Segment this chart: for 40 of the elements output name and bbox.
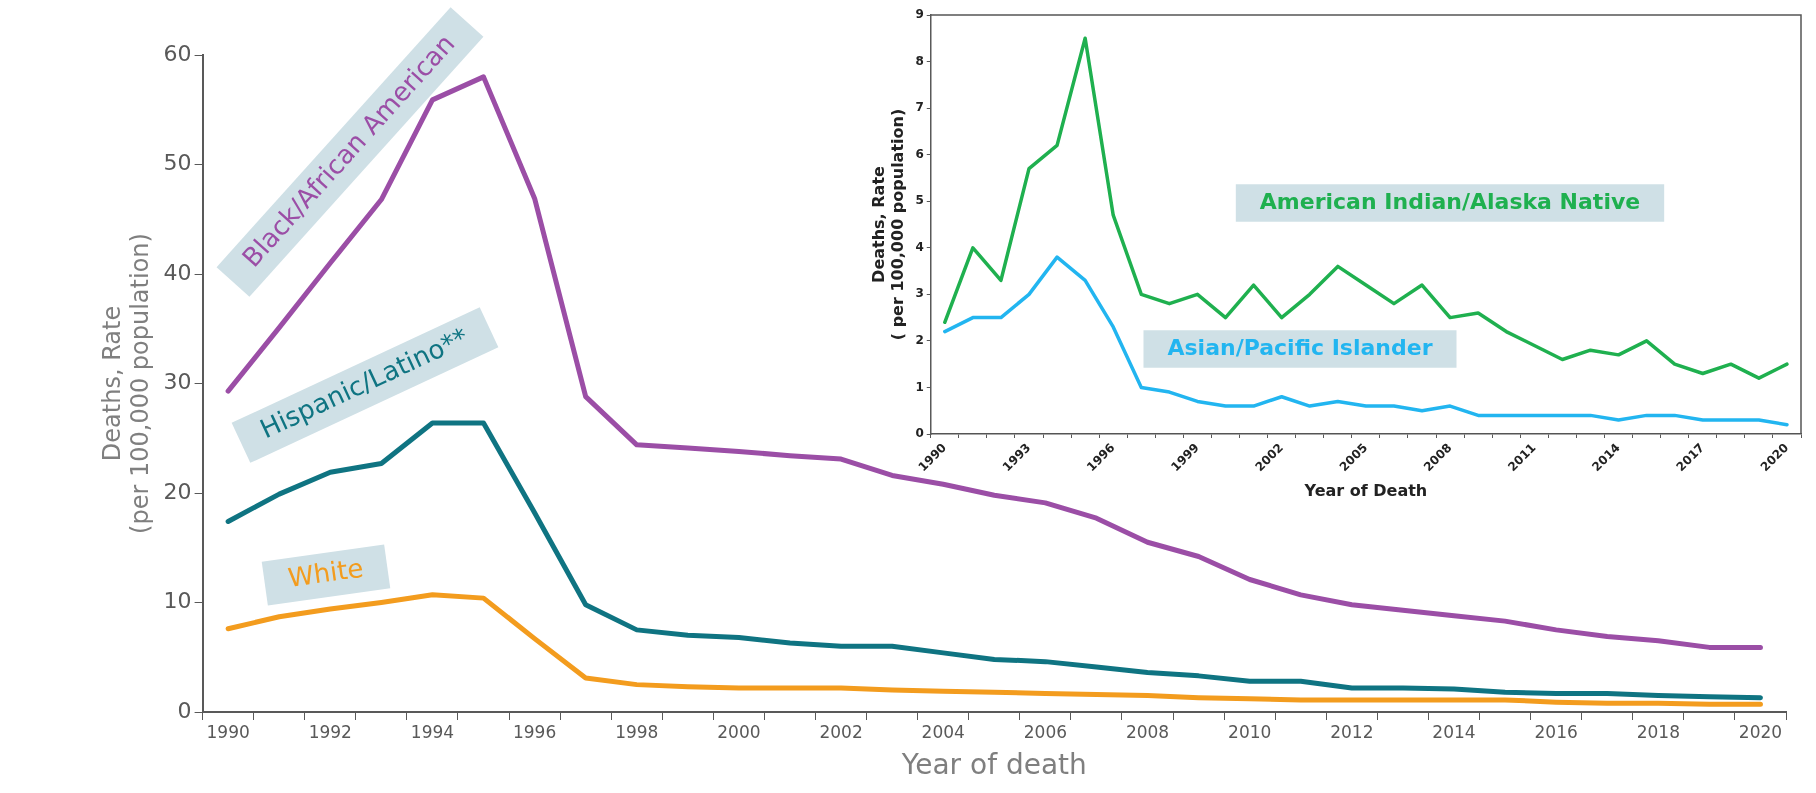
x-axis-title: Year of death: [900, 748, 1087, 782]
x-tick-label: 2018: [1636, 721, 1680, 742]
y-tick-label: 0: [915, 426, 924, 441]
x-tick-label: 1990: [206, 721, 250, 742]
x-axis-title: Year of Death: [1303, 480, 1428, 500]
x-tick-label: 1998: [615, 721, 659, 742]
y-axis-title: Deaths, Rate (per 100,000 population): [97, 233, 155, 534]
series-label: Asian/Pacific Islander: [1167, 334, 1433, 360]
x-tick-label: 2004: [921, 721, 965, 742]
x-tick-label: 1992: [308, 721, 352, 742]
x-tick-label: 1994: [410, 721, 455, 742]
y-tick-label: 4: [915, 239, 924, 254]
text: American Indian/Alaska Native: [1259, 188, 1641, 214]
y-tick-label: 1: [915, 379, 924, 394]
y-tick-label: 8: [915, 53, 924, 68]
x-tick-label: 2010: [1228, 721, 1272, 742]
y-tick-label: 7: [915, 100, 924, 115]
y-tick-label: 6: [915, 146, 924, 161]
x-tick-label: 2020: [1738, 721, 1783, 742]
y-tick-label: 60: [163, 40, 192, 66]
x-tick-label: 2006: [1023, 721, 1068, 742]
y-tick-label: 5: [915, 193, 924, 208]
text: White: [286, 552, 366, 593]
x-tick-label: 1996: [512, 721, 557, 742]
y-tick-label: 0: [177, 697, 192, 723]
y-tick-label: 9: [915, 7, 924, 22]
x-tick-label: 2012: [1330, 721, 1374, 742]
y-tick-label: 10: [163, 588, 192, 614]
y-tick-label: 2: [915, 333, 924, 348]
x-tick-label: 2002: [819, 721, 863, 742]
y-tick-label: 30: [163, 369, 192, 395]
x-tick-label: 2014: [1432, 721, 1476, 742]
y-tick-label: 40: [163, 259, 192, 285]
y-tick-label: 20: [163, 478, 192, 504]
y-axis-title: Deaths, Rate ( per 100,000 population): [868, 108, 907, 341]
x-tick-label: 2000: [717, 721, 761, 742]
y-tick-label: 50: [163, 150, 192, 176]
y-tick-label: 3: [915, 286, 924, 301]
x-tick-label: 2008: [1125, 721, 1170, 742]
x-tick-label: 2016: [1534, 721, 1578, 742]
